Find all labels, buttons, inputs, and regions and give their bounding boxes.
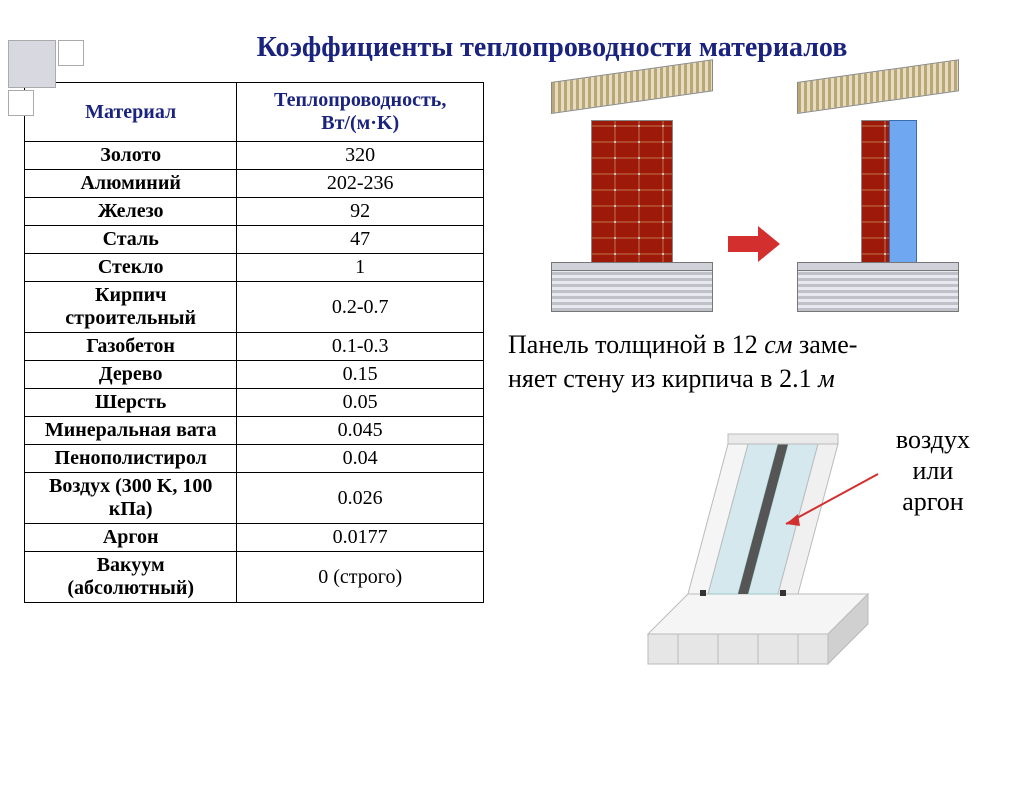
cell-material: Пенополистирол — [25, 445, 237, 473]
table-row: Стекло1 — [25, 254, 484, 282]
brick-wall-thick — [591, 120, 673, 270]
table-row: Золото320 — [25, 142, 484, 170]
gas-label-3: аргон — [902, 487, 963, 516]
cell-value: 0.2-0.7 — [237, 282, 484, 333]
roof-icon — [551, 59, 713, 114]
cell-material: Дерево — [25, 361, 237, 389]
page-title: Коэффициенты теплопроводности материалов — [120, 32, 984, 64]
caption-unit-cm: см — [764, 330, 792, 359]
cell-material: Вакуум (абсолютный) — [25, 552, 237, 603]
cell-material: Стекло — [25, 254, 237, 282]
cell-value: 0.026 — [237, 473, 484, 524]
conductivity-table: Материал Теплопроводность, Вт/(м·K) Золо… — [24, 82, 484, 603]
table-row: Пенополистирол0.04 — [25, 445, 484, 473]
cell-material: Газобетон — [25, 333, 237, 361]
cell-value: 1 — [237, 254, 484, 282]
cell-value: 0.045 — [237, 417, 484, 445]
table-row: Аргон0.0177 — [25, 524, 484, 552]
cell-material: Сталь — [25, 226, 237, 254]
caption-text-1: Панель толщиной в 12 — [508, 330, 764, 359]
table-row: Кирпич строительный0.2-0.7 — [25, 282, 484, 333]
roof-icon — [797, 59, 959, 114]
cell-value: 320 — [237, 142, 484, 170]
cell-value: 202-236 — [237, 170, 484, 198]
table-row: Минеральная вата0.045 — [25, 417, 484, 445]
table-row: Вакуум (абсолютный)0 (строго) — [25, 552, 484, 603]
cell-material: Аргон — [25, 524, 237, 552]
brick-wall-thin — [861, 120, 891, 270]
header-conductivity: Теплопроводность, Вт/(м·K) — [237, 83, 484, 142]
cell-value: 47 — [237, 226, 484, 254]
insulation-panel — [889, 120, 917, 270]
table-row: Железо92 — [25, 198, 484, 226]
arrow-right-icon — [724, 222, 784, 266]
cell-material: Железо — [25, 198, 237, 226]
table-row: Алюминий202-236 — [25, 170, 484, 198]
wall-comparison-diagram — [508, 82, 1000, 312]
table-row: Дерево0.15 — [25, 361, 484, 389]
cell-value: 0.05 — [237, 389, 484, 417]
foundation — [551, 270, 713, 312]
header-material: Материал — [25, 83, 237, 142]
cell-material: Алюминий — [25, 170, 237, 198]
cell-value: 92 — [237, 198, 484, 226]
gas-label-2: или — [913, 456, 954, 485]
cell-value: 0.15 — [237, 361, 484, 389]
cell-material: Золото — [25, 142, 237, 170]
caption-unit-m: м — [818, 364, 835, 393]
cell-material: Шерсть — [25, 389, 237, 417]
table-row: Газобетон0.1-0.3 — [25, 333, 484, 361]
cell-material: Воздух (300 K, 100 кПа) — [25, 473, 237, 524]
panel-caption: Панель толщиной в 12 см заме-няет стену … — [508, 328, 1000, 396]
foundation — [797, 270, 959, 312]
table-row: Шерсть0.05 — [25, 389, 484, 417]
cell-value: 0.1-0.3 — [237, 333, 484, 361]
table-header-row: Материал Теплопроводность, Вт/(м·K) — [25, 83, 484, 142]
cell-value: 0.04 — [237, 445, 484, 473]
cell-value: 0 (строго) — [237, 552, 484, 603]
window-profile-diagram: воздух или аргон — [508, 414, 1000, 674]
cell-material: Кирпич строительный — [25, 282, 237, 333]
window-profile-svg — [628, 414, 908, 674]
table-row: Воздух (300 K, 100 кПа)0.026 — [25, 473, 484, 524]
thin-panel-wall — [797, 82, 957, 312]
cell-material: Минеральная вата — [25, 417, 237, 445]
thick-brick-wall — [551, 82, 711, 312]
table-row: Сталь47 — [25, 226, 484, 254]
cell-value: 0.0177 — [237, 524, 484, 552]
